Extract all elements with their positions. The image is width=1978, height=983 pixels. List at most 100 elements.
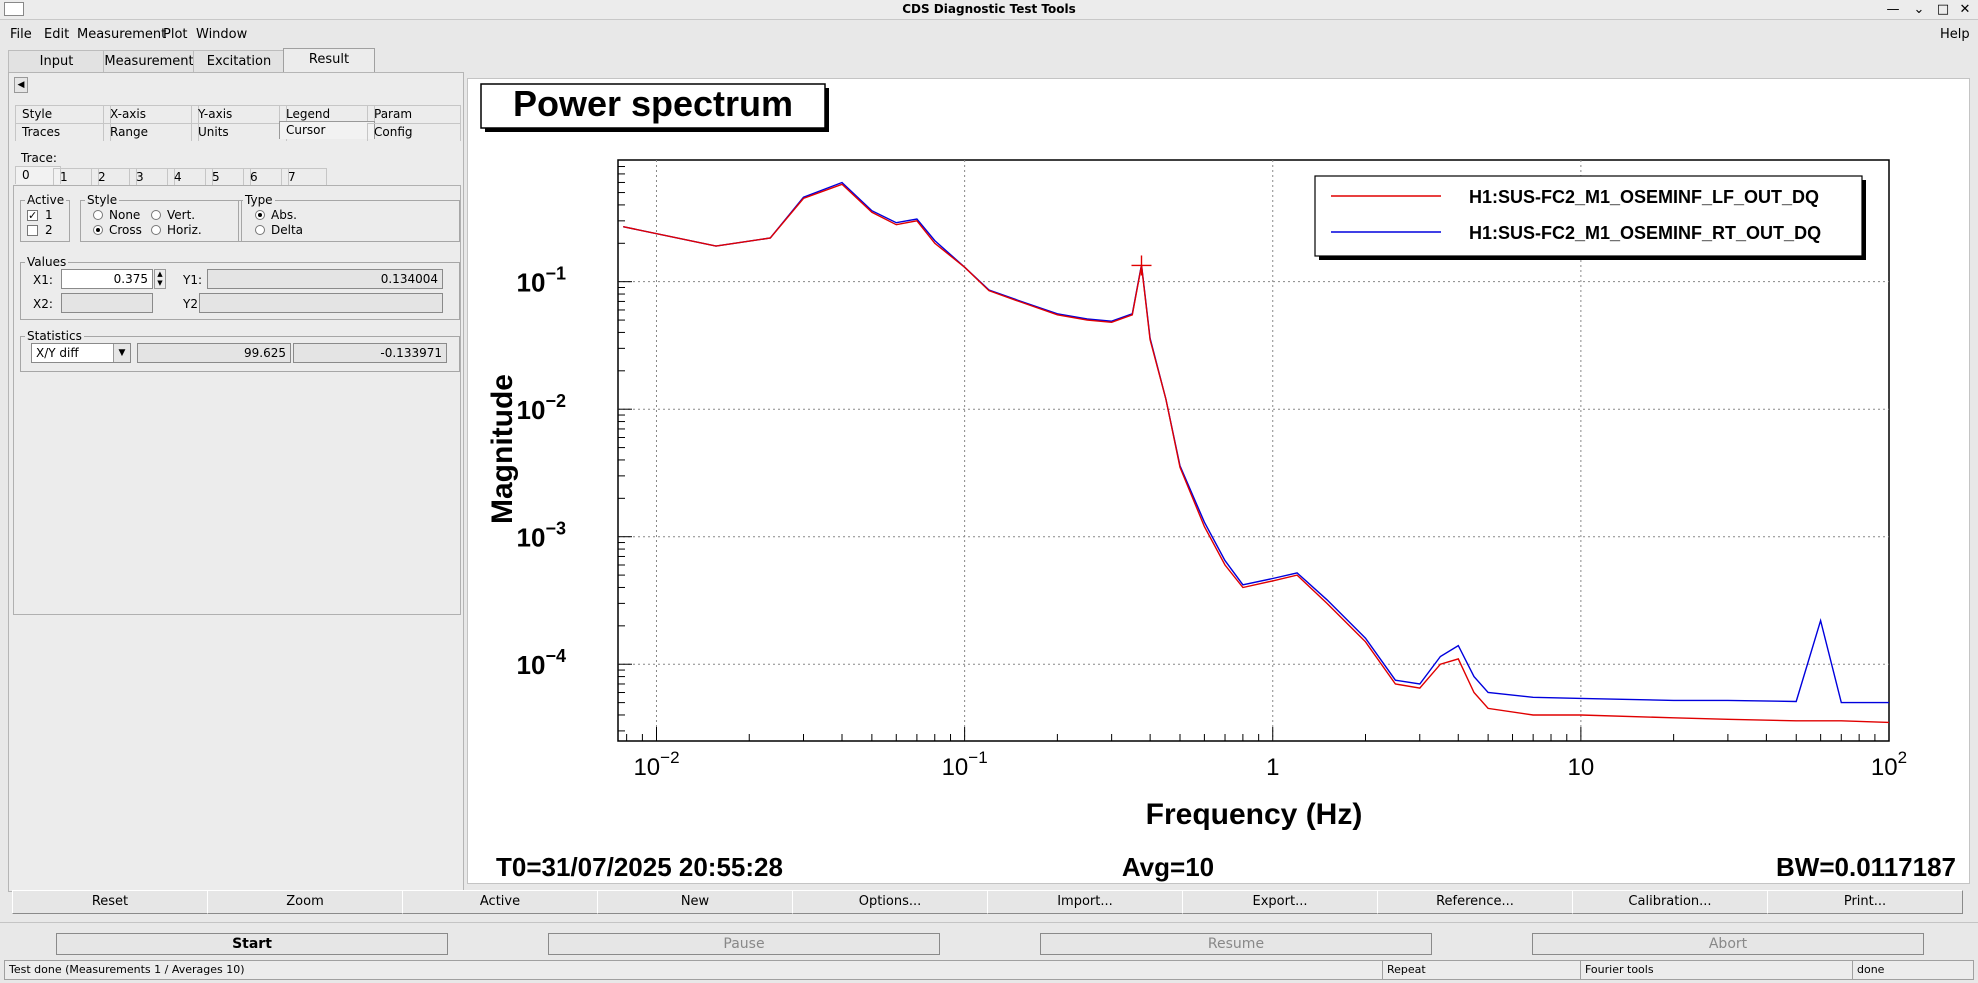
legend-label-rt: H1:SUS-FC2_M1_OSEMINF_RT_OUT_DQ: [1469, 223, 1821, 243]
style-horiz-radio[interactable]: [151, 225, 161, 235]
minimize-icon[interactable]: —: [1886, 2, 1900, 17]
subtab-config[interactable]: Config: [367, 123, 461, 141]
reference-button[interactable]: Reference...: [1377, 890, 1573, 914]
trace-lf: [623, 183, 1890, 724]
statistics-value-y: -0.133971: [293, 343, 447, 363]
calibration-button[interactable]: Calibration...: [1572, 890, 1768, 914]
subtab-units[interactable]: Units: [191, 123, 287, 141]
tab-excitation[interactable]: Excitation: [193, 50, 285, 73]
y2-label: Y2:: [183, 297, 203, 311]
active-group: Active ✓ 1 2: [20, 193, 70, 242]
y-tick-label: 10−1: [517, 264, 566, 298]
print-button[interactable]: Print...: [1767, 890, 1963, 914]
y2-field: [199, 293, 443, 313]
traces: [623, 181, 1890, 724]
zoom-button[interactable]: Zoom: [207, 890, 403, 914]
scroll-left-arrow-icon[interactable]: ◀: [14, 77, 28, 93]
subtab-param[interactable]: Param: [367, 105, 461, 123]
trace-tab-0[interactable]: 0: [15, 166, 61, 184]
x-tick-label: 10: [1568, 754, 1595, 781]
style-none-label: None: [109, 208, 141, 222]
type-abs-label: Abs.: [271, 208, 297, 222]
statistics-value-x: 99.625: [137, 343, 291, 363]
menu-help[interactable]: Help: [1940, 27, 1970, 42]
trace-tab-7[interactable]: 7: [281, 168, 327, 186]
export-button[interactable]: Export...: [1182, 890, 1378, 914]
start-button[interactable]: Start: [56, 933, 448, 955]
type-abs-radio[interactable]: [255, 210, 265, 220]
maximize-icon[interactable]: □: [1936, 2, 1950, 17]
subtab-legend[interactable]: Legend: [279, 105, 375, 123]
x-tick-label: 1: [1266, 754, 1279, 781]
values-legend: Values: [25, 255, 69, 269]
trace-tabs: 0 1 2 3 4 5 6 7: [15, 166, 335, 186]
status-tools: Fourier tools: [1580, 960, 1854, 980]
style-cross-label: Cross: [109, 223, 142, 237]
t0-label: T0=31/07/2025 20:55:28: [496, 852, 783, 882]
resume-button[interactable]: Resume: [1040, 933, 1432, 955]
x1-spinner[interactable]: ▲ ▼: [154, 269, 166, 289]
plot-title: Power spectrum: [513, 83, 793, 124]
type-delta-radio[interactable]: [255, 225, 265, 235]
subtab-x-axis[interactable]: X-axis: [103, 105, 199, 123]
style-none-radio[interactable]: [93, 210, 103, 220]
run-controls: Start Pause Resume Abort: [0, 922, 1978, 956]
menu-plot[interactable]: Plot: [163, 27, 188, 42]
trace-tab-3[interactable]: 3: [129, 168, 175, 186]
type-legend: Type: [243, 193, 275, 207]
y1-label: Y1:: [183, 273, 203, 287]
trace-tab-4[interactable]: 4: [167, 168, 213, 186]
trace-tab-1[interactable]: 1: [53, 168, 99, 186]
tab-measurement[interactable]: Measurement: [103, 50, 195, 73]
x-tick-label: 10−2: [633, 748, 679, 781]
x1-field[interactable]: 0.375: [61, 269, 153, 289]
values-group: Values X1: 0.375 ▲ ▼ Y1: 0.134004 X2: Y2:: [20, 255, 460, 320]
statistics-group: Statistics X/Y diff ▼ 99.625 -0.133971: [20, 329, 460, 372]
tab-result[interactable]: Result: [283, 48, 375, 73]
power-spectrum-chart[interactable]: Power spectrum 10−2 10−1 1 10 102 10−1 10−2 10−…: [468, 79, 1969, 883]
menu-bar: File Edit Measurement Plot Window Help: [0, 24, 1978, 46]
style-group: Style None Vert. Cross Horiz.: [80, 193, 242, 242]
active-button[interactable]: Active: [402, 890, 598, 914]
menu-file[interactable]: File: [10, 27, 32, 42]
reset-button[interactable]: Reset: [12, 890, 208, 914]
plot-canvas[interactable]: Power spectrum 10−2 10−1 1 10 102 10−1 10−2 10−…: [467, 78, 1970, 884]
x2-field[interactable]: [61, 293, 153, 313]
y-tick-label: 10−4: [517, 646, 566, 680]
style-vert-radio[interactable]: [151, 210, 161, 220]
import-button[interactable]: Import...: [987, 890, 1183, 914]
statistics-select[interactable]: X/Y diff ▼: [31, 343, 131, 363]
status-state: done: [1852, 960, 1974, 980]
title-bar: CDS Diagnostic Test Tools — ⌄ □ ✕: [0, 0, 1978, 20]
cursor-marker: [1131, 255, 1152, 276]
close-icon[interactable]: ✕: [1959, 2, 1971, 17]
legend: H1:SUS-FC2_M1_OSEMINF_LF_OUT_DQ H1:SUS-F…: [1314, 175, 1866, 260]
tab-input[interactable]: Input: [8, 50, 105, 73]
new-button[interactable]: New: [597, 890, 793, 914]
active-2-checkbox[interactable]: [27, 225, 38, 236]
active-2-label: 2: [45, 223, 53, 237]
options-button[interactable]: Options...: [792, 890, 988, 914]
chevron-down-icon[interactable]: ⌄: [1913, 2, 1925, 17]
trace-tab-2[interactable]: 2: [91, 168, 137, 186]
trace-tab-5[interactable]: 5: [205, 168, 251, 186]
style-cross-radio[interactable]: [93, 225, 103, 235]
menu-window[interactable]: Window: [196, 27, 248, 42]
subtab-style[interactable]: Style: [15, 105, 111, 123]
pause-button[interactable]: Pause: [548, 933, 940, 955]
subtab-traces[interactable]: Traces: [15, 123, 111, 141]
subtab-y-axis[interactable]: Y-axis: [191, 105, 287, 123]
trace-tab-6[interactable]: 6: [243, 168, 289, 186]
bw-label: BW=0.0117187: [1776, 852, 1956, 882]
window-menu-icon[interactable]: [4, 2, 24, 16]
y-axis-label: Magnitude: [486, 374, 519, 524]
status-repeat: Repeat: [1382, 960, 1582, 980]
menu-edit[interactable]: Edit: [44, 27, 70, 42]
active-1-checkbox[interactable]: ✓: [27, 209, 38, 222]
type-group: Type Abs. Delta: [238, 193, 460, 242]
abort-button[interactable]: Abort: [1532, 933, 1924, 955]
chevron-down-icon[interactable]: ▼: [113, 344, 130, 362]
subtab-range[interactable]: Range: [103, 123, 199, 141]
subtab-cursor[interactable]: Cursor: [279, 121, 375, 139]
menu-measurement[interactable]: Measurement: [77, 27, 167, 42]
